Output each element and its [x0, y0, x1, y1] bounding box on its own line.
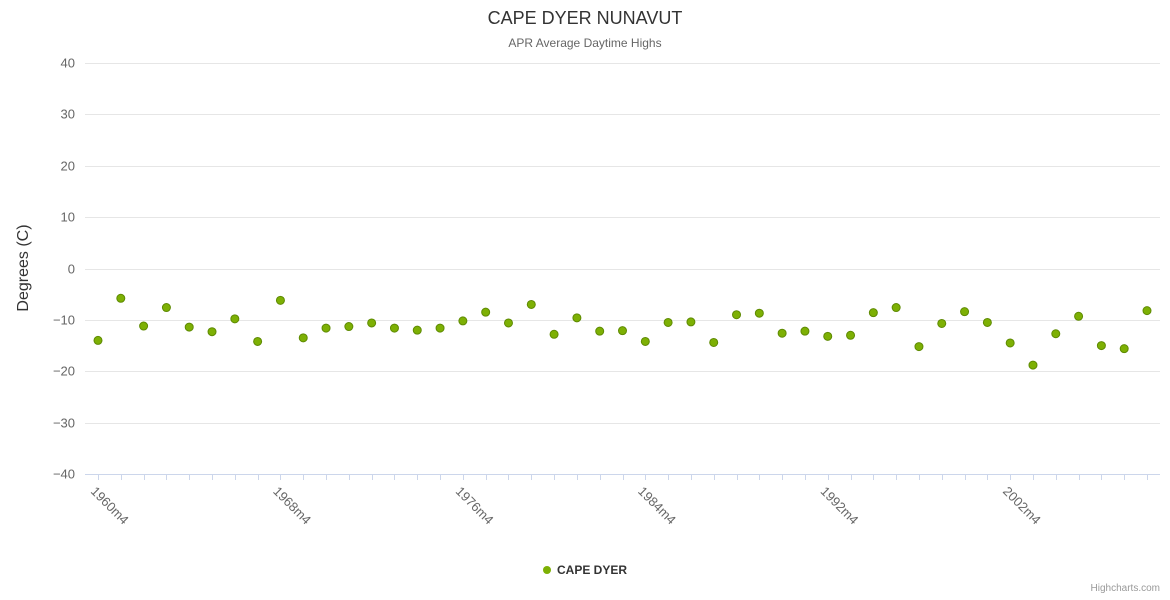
data-point[interactable] [914, 342, 924, 352]
data-point[interactable] [1119, 344, 1129, 354]
data-point[interactable] [891, 303, 901, 313]
x-tick-label: 1992m4 [818, 484, 862, 528]
data-point[interactable] [732, 310, 742, 320]
data-point[interactable] [1096, 341, 1106, 351]
x-tick-label: 2002m4 [1000, 484, 1044, 528]
data-point[interactable] [275, 295, 285, 305]
x-tick-label: 1960m4 [88, 484, 132, 528]
data-point[interactable] [754, 308, 764, 318]
x-tick-label: 1976m4 [453, 484, 497, 528]
y-tick-label: −20 [53, 364, 75, 379]
y-tick-label: −40 [53, 467, 75, 482]
x-tick-label: 1984m4 [635, 484, 679, 528]
data-point[interactable] [481, 307, 491, 317]
data-point[interactable] [1142, 306, 1152, 316]
data-point[interactable] [321, 323, 331, 333]
data-point[interactable] [435, 323, 445, 333]
data-point[interactable] [1051, 329, 1061, 339]
x-tick-label: 1968m4 [270, 484, 314, 528]
y-tick-label: 0 [68, 262, 75, 277]
data-point[interactable] [1074, 311, 1084, 321]
data-point[interactable] [1005, 338, 1015, 348]
data-point[interactable] [709, 337, 719, 347]
data-point[interactable] [367, 318, 377, 328]
data-point[interactable] [960, 307, 970, 317]
data-point[interactable] [253, 336, 263, 346]
legend-marker-icon [542, 566, 551, 574]
data-point[interactable] [526, 299, 536, 309]
y-tick-label: 40 [61, 56, 75, 71]
y-tick-label: 20 [61, 159, 75, 174]
data-point[interactable] [823, 331, 833, 341]
data-point[interactable] [503, 318, 513, 328]
data-point[interactable] [868, 308, 878, 318]
data-point[interactable] [846, 330, 856, 340]
data-point[interactable] [663, 317, 673, 327]
legend-item-cape-dyer[interactable]: CAPE DYER [542, 563, 628, 577]
data-point[interactable] [777, 328, 787, 338]
data-point[interactable] [207, 327, 217, 337]
y-tick-label: −30 [53, 416, 75, 431]
data-point[interactable] [595, 326, 605, 336]
highcharts-credits-link[interactable]: Highcharts.com [1090, 583, 1160, 594]
data-point[interactable] [800, 326, 810, 336]
data-point[interactable] [572, 313, 582, 323]
data-point[interactable] [1028, 360, 1038, 370]
data-point[interactable] [618, 326, 627, 336]
y-tick-label: 30 [61, 107, 75, 122]
chart-subtitle: APR Average Daytime Highs [508, 36, 662, 50]
chart-title: CAPE DYER NUNAVUT [487, 8, 683, 28]
data-point[interactable] [184, 322, 194, 332]
y-tick-label: −10 [53, 313, 75, 328]
data-point[interactable] [344, 322, 354, 332]
data-point[interactable] [982, 317, 992, 327]
data-point[interactable] [116, 293, 126, 303]
data-point[interactable] [93, 335, 103, 345]
data-point[interactable] [161, 303, 171, 313]
data-point[interactable] [686, 317, 696, 327]
data-point[interactable] [412, 325, 422, 335]
data-point[interactable] [298, 333, 308, 343]
data-point[interactable] [458, 316, 468, 326]
data-point[interactable] [937, 318, 947, 328]
data-point[interactable] [230, 314, 240, 324]
data-point[interactable] [640, 336, 650, 346]
legend-label: CAPE DYER [556, 563, 628, 577]
data-point[interactable] [549, 329, 559, 339]
data-point[interactable] [139, 321, 149, 331]
y-tick-label: 10 [61, 210, 75, 225]
data-point[interactable] [389, 323, 399, 333]
